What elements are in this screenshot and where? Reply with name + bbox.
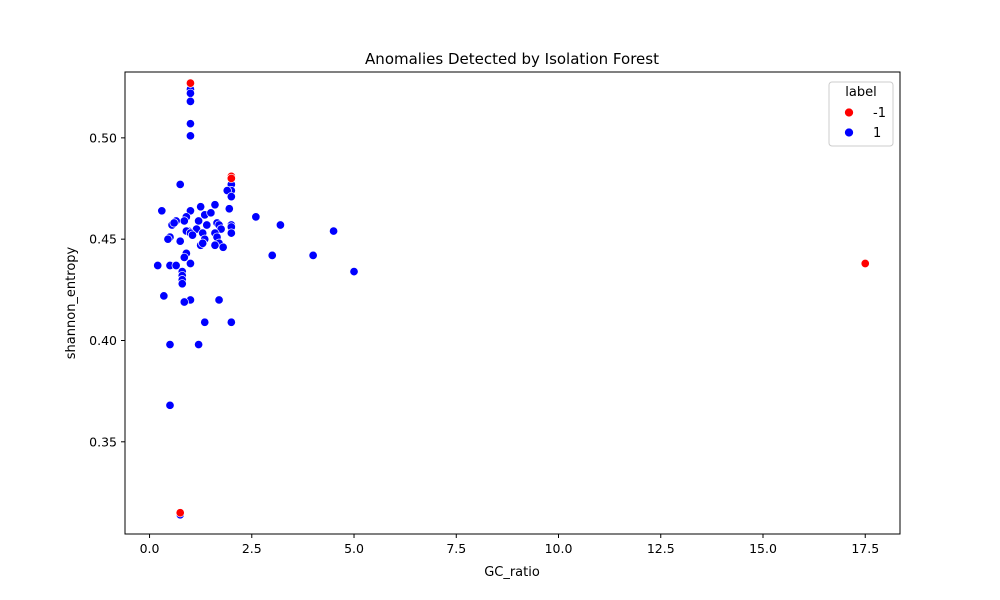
normal-point (179, 297, 189, 307)
x-axis-ticks: 0.0 2.5 5.0 7.5 10.0 12.5 15.0 17.5 (140, 534, 879, 556)
normal-point (185, 96, 195, 106)
x-tick-label: 7.5 (446, 541, 466, 556)
normal-point (224, 204, 234, 214)
anomaly-point (185, 78, 195, 88)
y-axis-ticks: 0.35 0.40 0.45 0.50 (89, 130, 125, 449)
normal-point (165, 339, 175, 350)
x-tick-label: 0.0 (140, 541, 160, 556)
normal-point (218, 242, 228, 252)
x-tick-label: 15.0 (749, 541, 777, 556)
normal-point (251, 212, 261, 222)
y-tick-label: 0.40 (89, 333, 117, 348)
normal-point (308, 250, 318, 260)
normal-point (179, 252, 189, 262)
normal-point (153, 260, 163, 271)
normal-point (194, 339, 204, 350)
normal-point (214, 295, 224, 305)
chart-title: Anomalies Detected by Isolation Forest (365, 50, 659, 68)
normal-point (226, 228, 236, 238)
normal-point (206, 208, 216, 218)
normal-point (185, 258, 195, 269)
plot-frame (124, 71, 901, 535)
x-axis-label: GC_ratio (484, 565, 540, 580)
normal-point (185, 131, 195, 141)
normal-point (185, 119, 195, 129)
normal-point (175, 236, 185, 246)
normal-point (267, 250, 277, 260)
y-tick-label: 0.35 (89, 434, 117, 449)
normal-point (210, 240, 220, 250)
x-tick-label: 17.5 (851, 541, 879, 556)
y-tick-label: 0.50 (89, 130, 117, 145)
normal-point (329, 226, 339, 236)
x-tick-label: 10.0 (545, 541, 573, 556)
x-tick-label: 12.5 (647, 541, 675, 556)
legend-marker (844, 107, 854, 118)
y-tick-label: 0.45 (89, 232, 117, 247)
legend-title: label (845, 85, 876, 100)
normal-point (194, 216, 204, 226)
normal-point (198, 238, 208, 248)
anomaly-point (860, 258, 870, 269)
normal-point (163, 234, 173, 244)
normal-point (177, 279, 187, 289)
normal-point (349, 267, 359, 277)
normal-point (275, 220, 285, 230)
normal-point (187, 230, 198, 240)
normal-point (169, 218, 179, 228)
legend: label -11 (828, 81, 894, 147)
legend-marker (844, 127, 854, 138)
x-tick-label: 5.0 (344, 541, 364, 556)
legend-label: 1 (873, 126, 881, 141)
normal-point (226, 192, 236, 202)
normal-point (165, 400, 175, 410)
anomaly-point (226, 173, 236, 183)
normal-point (159, 291, 169, 301)
normal-point (210, 200, 220, 210)
normal-point (196, 202, 206, 212)
normal-point (202, 220, 212, 230)
x-tick-label: 2.5 (242, 541, 262, 556)
points-layer (153, 78, 870, 520)
normal-point (175, 179, 185, 190)
y-axis-label: shannon_entropy (64, 246, 79, 359)
normal-point (179, 216, 189, 226)
normal-point (171, 260, 181, 271)
normal-point (185, 88, 195, 98)
normal-point (226, 317, 236, 327)
legend-label: -1 (873, 106, 886, 121)
normal-point (157, 206, 167, 216)
anomaly-point (175, 508, 185, 518)
legend-entries: -11 (844, 106, 886, 141)
normal-point (200, 317, 210, 327)
